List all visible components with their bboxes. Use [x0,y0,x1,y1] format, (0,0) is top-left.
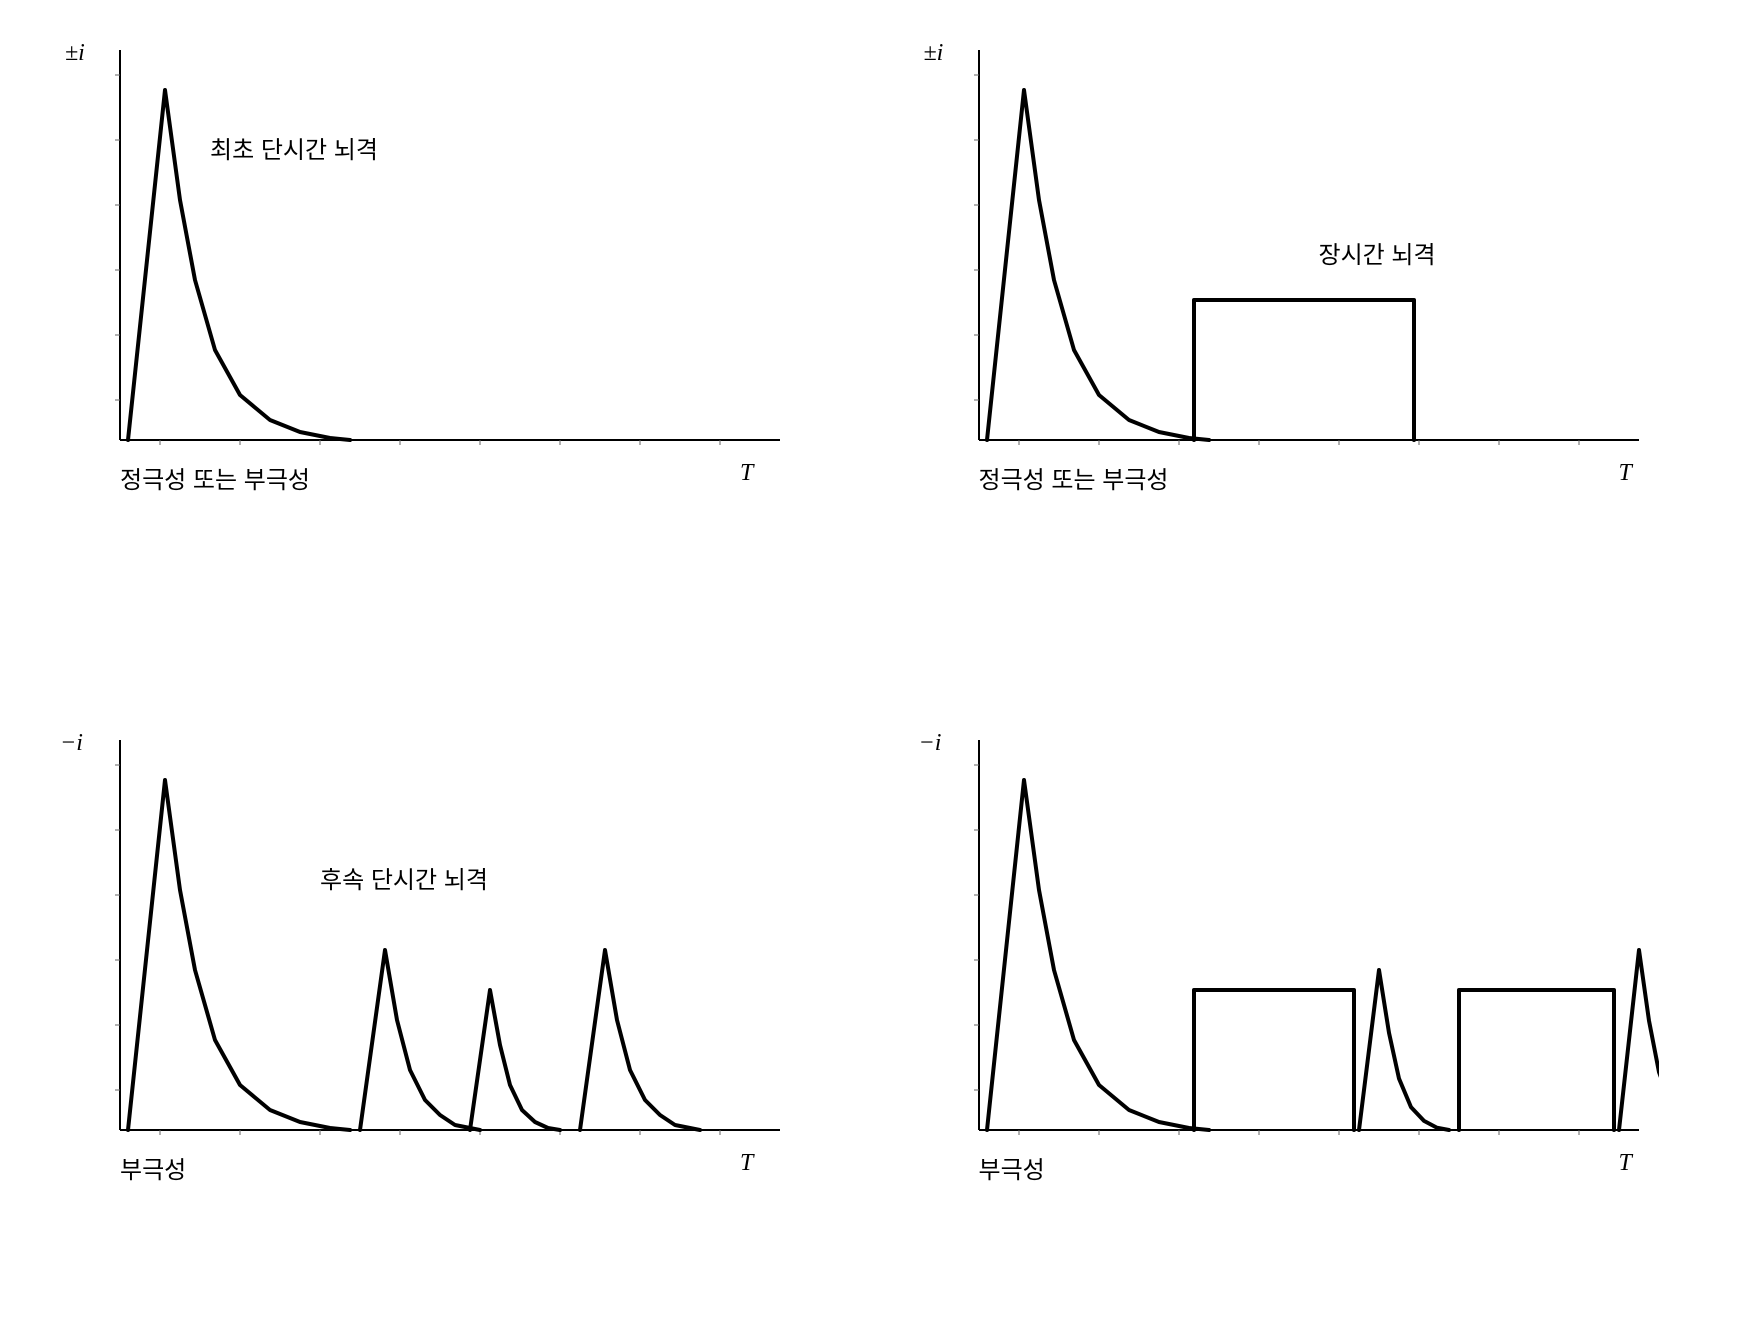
y-axis-label-br: −i [919,730,942,757]
chart-br [899,710,1659,1210]
y-axis-label-bl: −i [60,730,83,757]
caption-axis-tl: 정극성 또는 부극성 [120,460,310,495]
y-axis-label-tl: ±i [65,40,85,67]
curve-br [987,780,1659,1130]
x-axis-label-tl: T [740,460,753,487]
axes-tl [115,50,780,445]
axes-br [974,740,1639,1135]
x-axis-label-br: T [1619,1150,1632,1177]
panel-br: −i T 부극성 [899,710,1698,1300]
caption-axis-bl: 부극성 [120,1150,186,1185]
caption-plateau-tr: 장시간 뇌격 [1319,235,1436,270]
caption-axis-br: 부극성 [979,1150,1045,1185]
axes-bl [115,740,780,1135]
panels-grid: ±i T 최초 단시간 뇌격 정극성 또는 부극성 ±i T 장시간 뇌격 정극… [0,0,1737,1319]
axes-tr [974,50,1639,445]
panel-tl: ±i T 최초 단시간 뇌격 정극성 또는 부극성 [40,20,839,610]
chart-bl [40,710,800,1210]
y-axis-label-tr: ±i [924,40,944,67]
curve-bl [128,780,700,1130]
caption-peak-tl: 최초 단시간 뇌격 [210,130,378,165]
chart-tr [899,20,1659,520]
caption-axis-tr: 정극성 또는 부극성 [979,460,1169,495]
chart-tl [40,20,800,520]
x-axis-label-bl: T [740,1150,753,1177]
caption-peak-bl: 후속 단시간 뇌격 [320,860,488,895]
panel-bl: −i T 후속 단시간 뇌격 부극성 [40,710,839,1300]
panel-tr: ±i T 장시간 뇌격 정극성 또는 부극성 [899,20,1698,610]
x-axis-label-tr: T [1619,460,1632,487]
